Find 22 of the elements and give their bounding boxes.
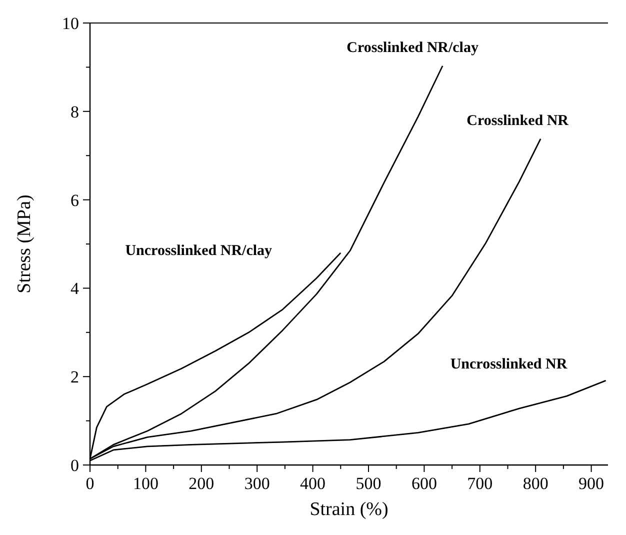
series-label: Crosslinked NR [466, 112, 569, 129]
text: Crosslinked NR/clay [346, 40, 479, 56]
y-tick-label: 0 [70, 456, 79, 475]
y-tick-label: 8 [70, 102, 79, 122]
x-tick-label: 800 [522, 474, 548, 493]
y-axis-title: Stress (MPa) [14, 194, 35, 294]
x-tick-label: 300 [244, 474, 270, 493]
x-tick-label: 600 [411, 474, 437, 493]
y-tick-label: 6 [70, 190, 79, 210]
x-axis-title: Strain (%) [310, 499, 388, 520]
text: Uncrosslinked NR/clay [125, 242, 273, 259]
series-label: Uncrosslinked NR [450, 356, 568, 373]
y-tick-label: 4 [70, 279, 80, 298]
x-tick-label: 900 [578, 474, 604, 493]
x-tick-label: 500 [356, 474, 382, 493]
y-tick-label: 10 [62, 14, 79, 33]
x-tick-label: 400 [300, 474, 326, 493]
x-tick-label: 200 [188, 474, 214, 493]
x-tick-label: 0 [86, 474, 94, 493]
x-tick-label: 100 [132, 474, 158, 493]
x-tick-label: 700 [467, 474, 493, 493]
y-tick-label: 2 [70, 368, 79, 387]
